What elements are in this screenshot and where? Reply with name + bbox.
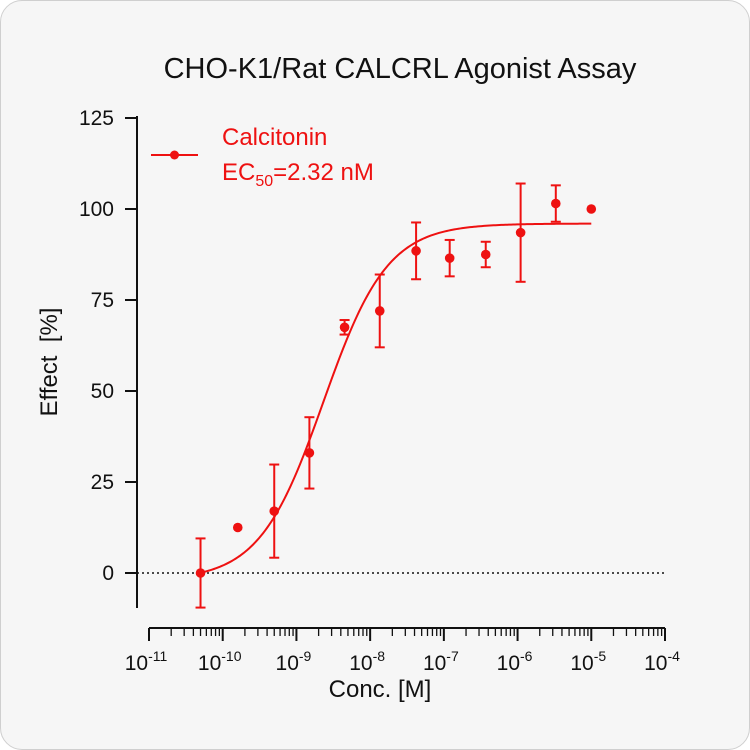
x-tick-label: 10-9 — [276, 648, 312, 675]
y-ticks: 0 25 50 75 100 125 — [79, 107, 137, 585]
data-point — [232, 522, 243, 533]
x-tick-label: 10-10 — [198, 648, 242, 675]
legend-marker — [170, 150, 179, 160]
legend-series-name: Calcitonin — [222, 124, 327, 151]
ec50-prefix: EC — [222, 159, 255, 186]
x-tick-label: 10-8 — [349, 648, 385, 675]
data-point — [515, 227, 526, 238]
y-tick-label: 50 — [91, 380, 114, 403]
x-tick-label: 10-5 — [570, 648, 606, 675]
data-point — [269, 506, 280, 516]
legend-ec50: EC50=2.32 nM — [222, 159, 374, 190]
y-axis-label: Effect [%] — [36, 308, 63, 417]
chart-title: CHO-K1/Rat CALCRL Agonist Assay — [164, 53, 637, 85]
data-point — [304, 448, 315, 458]
x-tick-label: 10-7 — [423, 648, 459, 675]
fit-curve — [200, 222, 592, 574]
error-bars — [195, 182, 561, 609]
y-tick-label: 75 — [91, 289, 114, 312]
legend: Calcitonin EC50=2.32 nM — [151, 124, 374, 190]
data-point — [411, 246, 421, 256]
x-tick-label: 10-11 — [125, 648, 168, 675]
ec50-value: =2.32 nM — [273, 159, 374, 186]
data-point — [195, 568, 206, 578]
x-tick-label: 10-6 — [497, 648, 533, 675]
data-point — [339, 322, 350, 333]
data-point — [444, 253, 455, 263]
y-tick-label: 0 — [102, 562, 114, 585]
axes — [136, 116, 665, 629]
y-tick-label: 125 — [79, 107, 114, 130]
ec50-subscript: 50 — [255, 173, 273, 190]
y-tick-label: 100 — [79, 198, 114, 221]
x-ticks: 10-11 10-10 10-9 10-8 10-7 10-6 10-5 10-4 — [125, 628, 680, 675]
data-point — [374, 306, 385, 316]
y-tick-label: 25 — [91, 471, 114, 494]
data-point — [480, 249, 491, 260]
x-axis-label: Conc. [M] — [329, 676, 432, 703]
data-point — [586, 204, 597, 214]
x-tick-label: 10-4 — [644, 648, 680, 675]
data-points — [195, 198, 597, 578]
data-point — [550, 198, 561, 209]
